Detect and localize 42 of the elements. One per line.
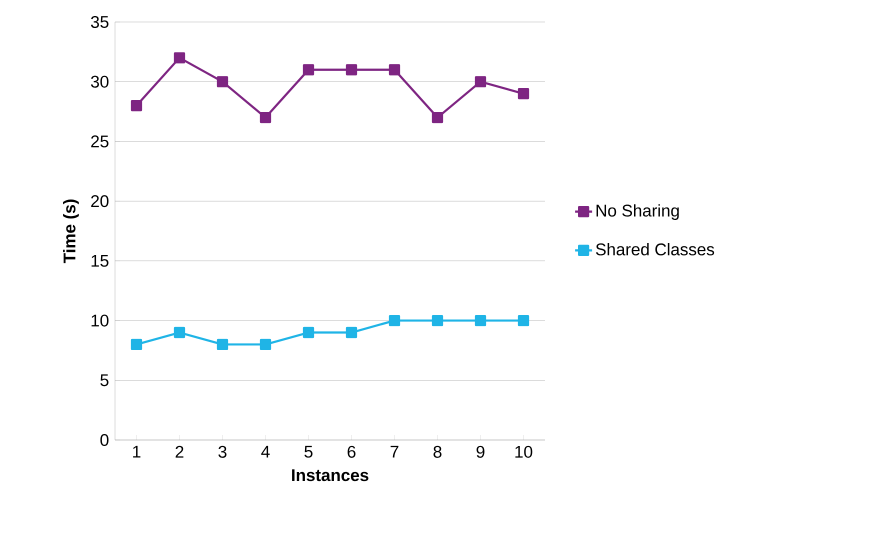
x-tick-label: 6 <box>348 446 356 458</box>
point <box>302 64 314 76</box>
y-tick-label: 10 <box>92 314 108 327</box>
y-tick-label: 5 <box>100 374 108 386</box>
point <box>216 76 228 88</box>
y-tick-label: 30 <box>90 76 108 88</box>
x-tick-label: 2 <box>176 446 184 458</box>
y-tick-label: 35 <box>90 16 108 28</box>
y-axis-title: Time (s) <box>63 200 79 264</box>
legend-label: No Sharing <box>596 204 679 220</box>
point <box>474 76 486 88</box>
point <box>130 100 142 112</box>
x-tick-label: 9 <box>476 446 484 458</box>
point <box>518 314 530 326</box>
point <box>174 52 186 64</box>
point <box>346 326 358 338</box>
x-tick-label: 1 <box>133 446 140 458</box>
point <box>260 112 272 124</box>
y-tick-label: 15 <box>92 254 108 267</box>
x-tick-label: 5 <box>304 446 312 458</box>
point <box>174 326 186 338</box>
point <box>432 314 444 326</box>
point <box>130 338 142 350</box>
point <box>518 88 530 100</box>
x-axis-title: Instances <box>292 469 368 482</box>
point <box>432 112 444 124</box>
point <box>346 64 358 76</box>
point <box>302 326 314 338</box>
x-tick-label: 10 <box>515 446 532 458</box>
point <box>388 314 400 326</box>
y-tick-label: 0 <box>100 434 109 446</box>
point <box>260 338 272 350</box>
x-tick-label: 8 <box>434 446 442 458</box>
point <box>388 64 400 76</box>
x-tick-label: 3 <box>218 446 226 458</box>
y-tick-label: 25 <box>91 135 108 148</box>
point <box>474 314 486 326</box>
y-tick-label: 20 <box>91 195 108 208</box>
x-tick-label: 7 <box>390 446 398 458</box>
point <box>216 338 228 350</box>
x-tick-label: 4 <box>261 446 270 458</box>
legend-label: Shared Classes <box>596 242 714 256</box>
